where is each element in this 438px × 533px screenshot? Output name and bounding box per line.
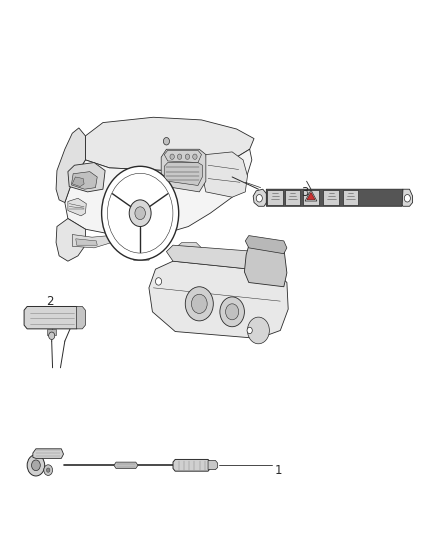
- Circle shape: [226, 304, 239, 320]
- Polygon shape: [47, 329, 56, 335]
- Text: 1: 1: [274, 464, 282, 477]
- FancyBboxPatch shape: [343, 190, 358, 205]
- FancyBboxPatch shape: [285, 190, 300, 205]
- Polygon shape: [164, 150, 201, 163]
- Polygon shape: [177, 243, 201, 253]
- Circle shape: [102, 166, 179, 260]
- Circle shape: [247, 317, 269, 344]
- Circle shape: [220, 297, 244, 327]
- Circle shape: [185, 154, 190, 159]
- Polygon shape: [65, 149, 252, 236]
- Polygon shape: [77, 306, 85, 329]
- Polygon shape: [76, 239, 97, 245]
- Polygon shape: [253, 189, 267, 206]
- Polygon shape: [24, 306, 80, 329]
- Polygon shape: [307, 192, 315, 199]
- Circle shape: [129, 200, 151, 227]
- Circle shape: [193, 154, 197, 159]
- Polygon shape: [244, 243, 287, 287]
- Text: 3: 3: [301, 187, 308, 199]
- Polygon shape: [56, 219, 85, 261]
- Polygon shape: [85, 117, 254, 171]
- Polygon shape: [131, 253, 151, 260]
- Circle shape: [247, 327, 252, 334]
- Text: 2: 2: [46, 295, 54, 308]
- Circle shape: [155, 278, 162, 285]
- Polygon shape: [33, 449, 64, 458]
- Polygon shape: [266, 189, 403, 206]
- Circle shape: [49, 332, 55, 340]
- Circle shape: [32, 460, 40, 471]
- Polygon shape: [56, 128, 85, 203]
- FancyBboxPatch shape: [267, 190, 283, 205]
- Polygon shape: [173, 459, 210, 471]
- Polygon shape: [201, 152, 247, 197]
- Circle shape: [256, 195, 262, 202]
- Circle shape: [170, 154, 174, 159]
- Circle shape: [163, 138, 170, 145]
- Circle shape: [185, 287, 213, 321]
- Polygon shape: [114, 462, 138, 469]
- FancyBboxPatch shape: [303, 190, 319, 205]
- Polygon shape: [72, 235, 112, 248]
- Circle shape: [46, 468, 50, 472]
- Circle shape: [177, 154, 182, 159]
- Circle shape: [44, 465, 53, 475]
- Polygon shape: [161, 149, 206, 192]
- Circle shape: [27, 455, 45, 476]
- Circle shape: [404, 195, 410, 202]
- Polygon shape: [166, 245, 280, 272]
- Polygon shape: [68, 198, 86, 216]
- Polygon shape: [164, 163, 202, 185]
- Polygon shape: [399, 189, 413, 206]
- Polygon shape: [149, 261, 288, 338]
- Circle shape: [191, 294, 207, 313]
- Polygon shape: [71, 172, 97, 189]
- Polygon shape: [245, 236, 287, 254]
- Polygon shape: [72, 177, 84, 187]
- Polygon shape: [68, 163, 105, 192]
- Polygon shape: [208, 461, 218, 470]
- FancyBboxPatch shape: [323, 190, 339, 205]
- Circle shape: [135, 207, 145, 220]
